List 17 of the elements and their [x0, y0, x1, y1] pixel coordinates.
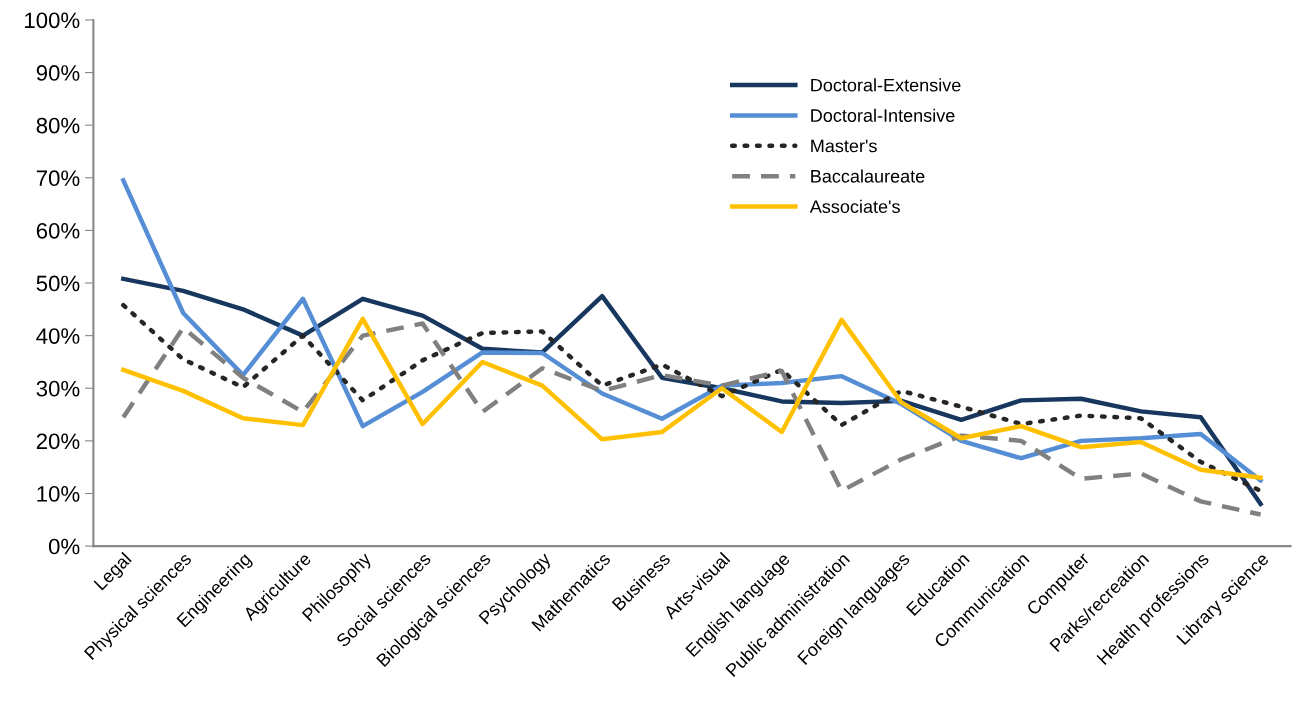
y-tick-label: 30% — [36, 380, 80, 397]
legend-label: Baccalaureate — [811, 169, 925, 183]
y-tick-label: 40% — [36, 328, 80, 344]
legend-label: Doctoral-Intensive — [811, 108, 955, 122]
y-tick-label: 50% — [36, 275, 80, 292]
y-tick-label: 80% — [36, 117, 80, 134]
line-series — [121, 321, 1263, 517]
y-tick-label: 0% — [48, 538, 80, 555]
y-tick-label: 60% — [36, 222, 80, 239]
legend-label: Master's — [811, 139, 877, 153]
y-tick-label: 20% — [36, 433, 80, 450]
y-tick-label: 100% — [25, 12, 80, 29]
legend-label: Associate's — [809, 199, 900, 214]
legend-label: Doctoral-Extensive — [811, 78, 961, 92]
y-tick-label: 90% — [36, 65, 80, 81]
y-tick-label: 10% — [37, 486, 80, 502]
y-tick-label: 70% — [36, 170, 80, 187]
